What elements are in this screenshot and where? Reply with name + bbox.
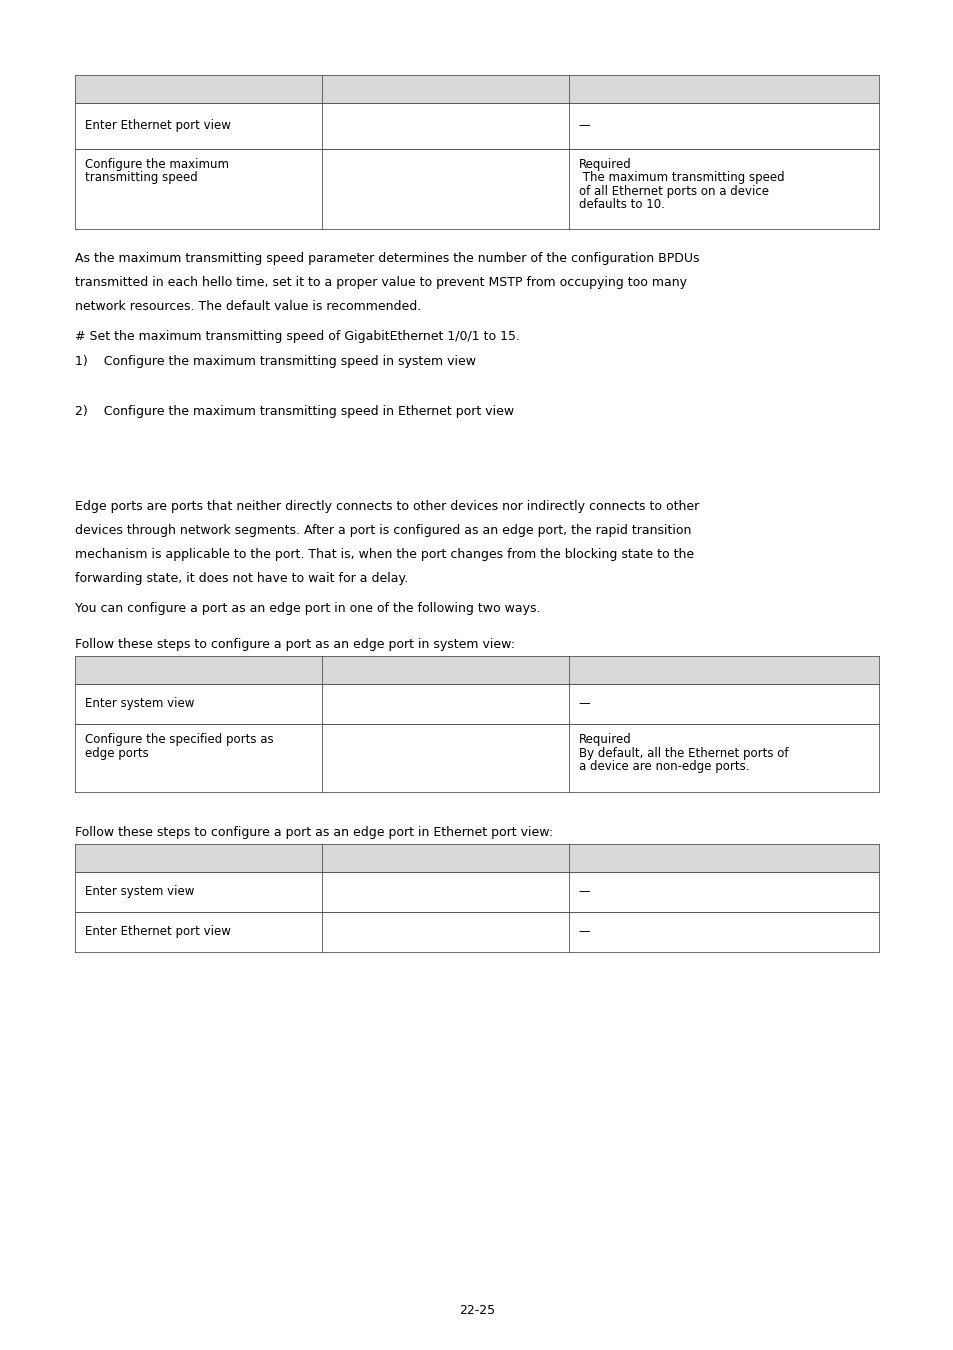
Text: Enter system view: Enter system view	[85, 886, 194, 899]
Bar	[75, 656, 878, 684]
Bar	[75, 76, 878, 103]
Text: —: —	[578, 698, 590, 710]
Text: —: —	[578, 120, 590, 132]
Text: edge ports: edge ports	[85, 747, 149, 760]
Text: Enter Ethernet port view: Enter Ethernet port view	[85, 926, 231, 938]
Text: The maximum transmitting speed: The maximum transmitting speed	[578, 171, 783, 185]
Text: forwarding state, it does not have to wait for a delay.: forwarding state, it does not have to wa…	[75, 572, 408, 585]
Text: # Set the maximum transmitting speed of GigabitEthernet 1/0/1 to 15.: # Set the maximum transmitting speed of …	[75, 329, 519, 343]
Text: transmitting speed: transmitting speed	[85, 171, 197, 185]
Text: 22-25: 22-25	[458, 1304, 495, 1316]
Text: —: —	[578, 926, 590, 938]
Text: 2)    Configure the maximum transmitting speed in Ethernet port view: 2) Configure the maximum transmitting sp…	[75, 405, 514, 418]
Text: 1)    Configure the maximum transmitting speed in system view: 1) Configure the maximum transmitting sp…	[75, 355, 476, 369]
Text: Enter system view: Enter system view	[85, 698, 194, 710]
Text: Follow these steps to configure a port as an edge port in system view:: Follow these steps to configure a port a…	[75, 639, 515, 651]
Text: Edge ports are ports that neither directly connects to other devices nor indirec: Edge ports are ports that neither direct…	[75, 500, 699, 513]
Text: Configure the maximum: Configure the maximum	[85, 158, 229, 171]
Text: As the maximum transmitting speed parameter determines the number of the configu: As the maximum transmitting speed parame…	[75, 252, 699, 265]
Text: mechanism is applicable to the port. That is, when the port changes from the blo: mechanism is applicable to the port. Tha…	[75, 548, 694, 562]
Text: transmitted in each hello time, set it to a proper value to prevent MSTP from oc: transmitted in each hello time, set it t…	[75, 275, 686, 289]
Text: Required: Required	[578, 158, 631, 171]
Text: of all Ethernet ports on a device: of all Ethernet ports on a device	[578, 185, 768, 198]
Text: Enter Ethernet port view: Enter Ethernet port view	[85, 120, 231, 132]
Text: devices through network segments. After a port is configured as an edge port, th: devices through network segments. After …	[75, 524, 691, 537]
Text: Follow these steps to configure a port as an edge port in Ethernet port view:: Follow these steps to configure a port a…	[75, 826, 553, 838]
Text: network resources. The default value is recommended.: network resources. The default value is …	[75, 300, 421, 313]
Bar	[75, 844, 878, 872]
Text: a device are non-edge ports.: a device are non-edge ports.	[578, 760, 748, 774]
Text: Configure the specified ports as: Configure the specified ports as	[85, 733, 274, 747]
Text: defaults to 10.: defaults to 10.	[578, 198, 664, 212]
Text: You can configure a port as an edge port in one of the following two ways.: You can configure a port as an edge port…	[75, 602, 540, 616]
Text: Required: Required	[578, 733, 631, 747]
Text: —: —	[578, 886, 590, 899]
Text: By default, all the Ethernet ports of: By default, all the Ethernet ports of	[578, 747, 787, 760]
